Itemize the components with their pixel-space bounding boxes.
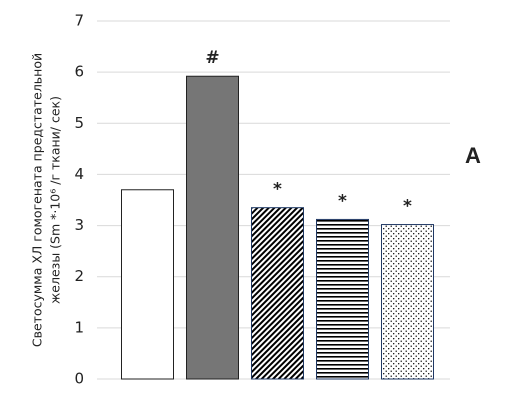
y-tick-label: 5 [74,114,84,132]
bar-annotation: * [403,197,412,217]
bar-annotation: * [338,191,347,211]
y-tick-label: 4 [74,165,84,183]
y-tick-label: 1 [74,318,84,336]
y-axis-label: железы (Sm *·10⁶ /г ткани/ сек) [48,96,63,304]
y-axis-label: Светосумма ХЛ гомогената предстательной [30,53,45,347]
bar-annotation: # [205,48,219,68]
bar [251,207,304,380]
y-tick-label: 0 [74,370,84,388]
bar-annotation: * [273,180,282,200]
panel-label: A [465,143,481,168]
y-tick-label: 7 [74,12,84,30]
y-tick-label: 2 [74,267,84,285]
bar [186,75,239,380]
y-tick-label: 6 [74,63,84,81]
bar [316,218,369,380]
y-tick-label: 3 [74,216,84,234]
bar [381,224,434,380]
bar [121,189,174,380]
